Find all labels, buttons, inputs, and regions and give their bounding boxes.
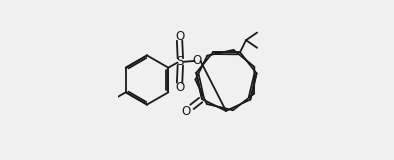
Text: O: O [181, 105, 190, 118]
Text: O: O [175, 30, 184, 43]
Text: O: O [192, 54, 202, 67]
Text: S: S [177, 55, 184, 68]
Text: O: O [175, 81, 184, 94]
